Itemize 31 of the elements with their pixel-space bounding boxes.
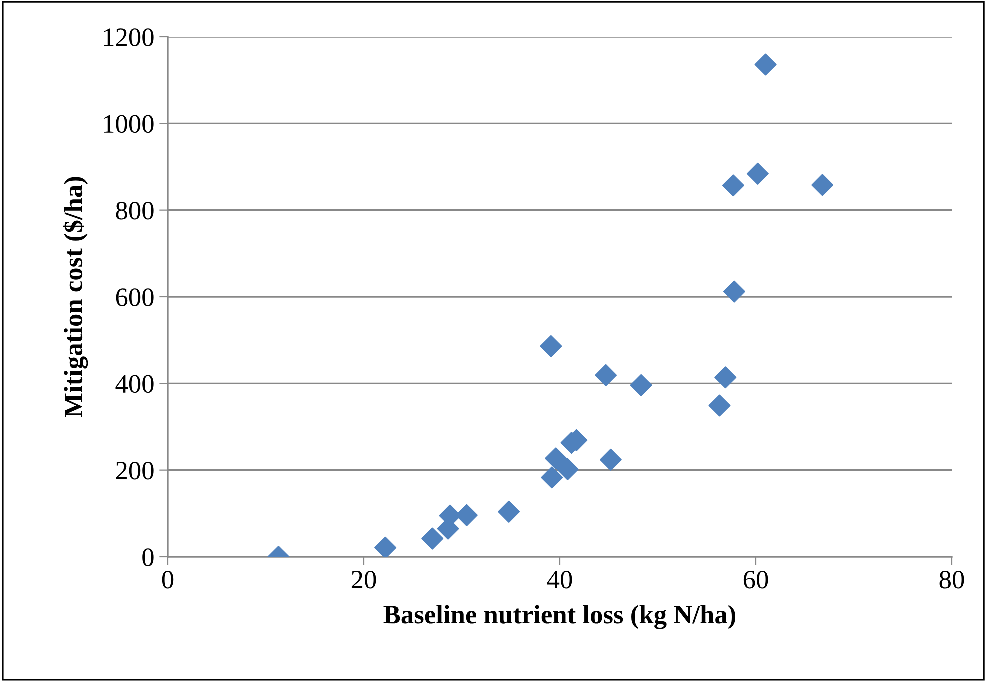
point xyxy=(708,394,731,417)
point xyxy=(545,448,568,470)
x-tick-label: 60 xyxy=(744,570,768,589)
y-axis-title: Mitigation cost ($/ha) xyxy=(63,177,88,418)
point xyxy=(374,536,397,557)
x-tick-label: 40 xyxy=(547,570,572,589)
point xyxy=(422,528,444,550)
y-tick-label: 800 xyxy=(116,202,154,220)
point xyxy=(723,280,746,303)
point xyxy=(746,162,769,185)
y-tick-label: 400 xyxy=(116,375,154,394)
y-tick-label: 200 xyxy=(116,462,154,480)
point xyxy=(600,448,622,471)
y-tick-label: 1000 xyxy=(104,115,154,134)
y-tick-label: 600 xyxy=(116,288,154,306)
point xyxy=(541,466,564,489)
x-axis-title: Baseline nutrient loss (kg N/ha) xyxy=(384,605,736,630)
point xyxy=(556,458,579,480)
point xyxy=(754,54,777,76)
x-tick-label: 20 xyxy=(352,570,376,589)
point xyxy=(498,500,520,523)
point xyxy=(812,174,834,196)
point xyxy=(595,364,618,386)
point xyxy=(630,374,652,396)
point xyxy=(540,335,562,358)
point xyxy=(722,174,744,197)
point xyxy=(714,366,737,389)
x-tick-label: 80 xyxy=(940,570,964,589)
x-tick-label: 0 xyxy=(162,570,174,589)
y-tick-label: 0 xyxy=(142,548,154,566)
y-tick-label: 1200 xyxy=(104,28,154,46)
